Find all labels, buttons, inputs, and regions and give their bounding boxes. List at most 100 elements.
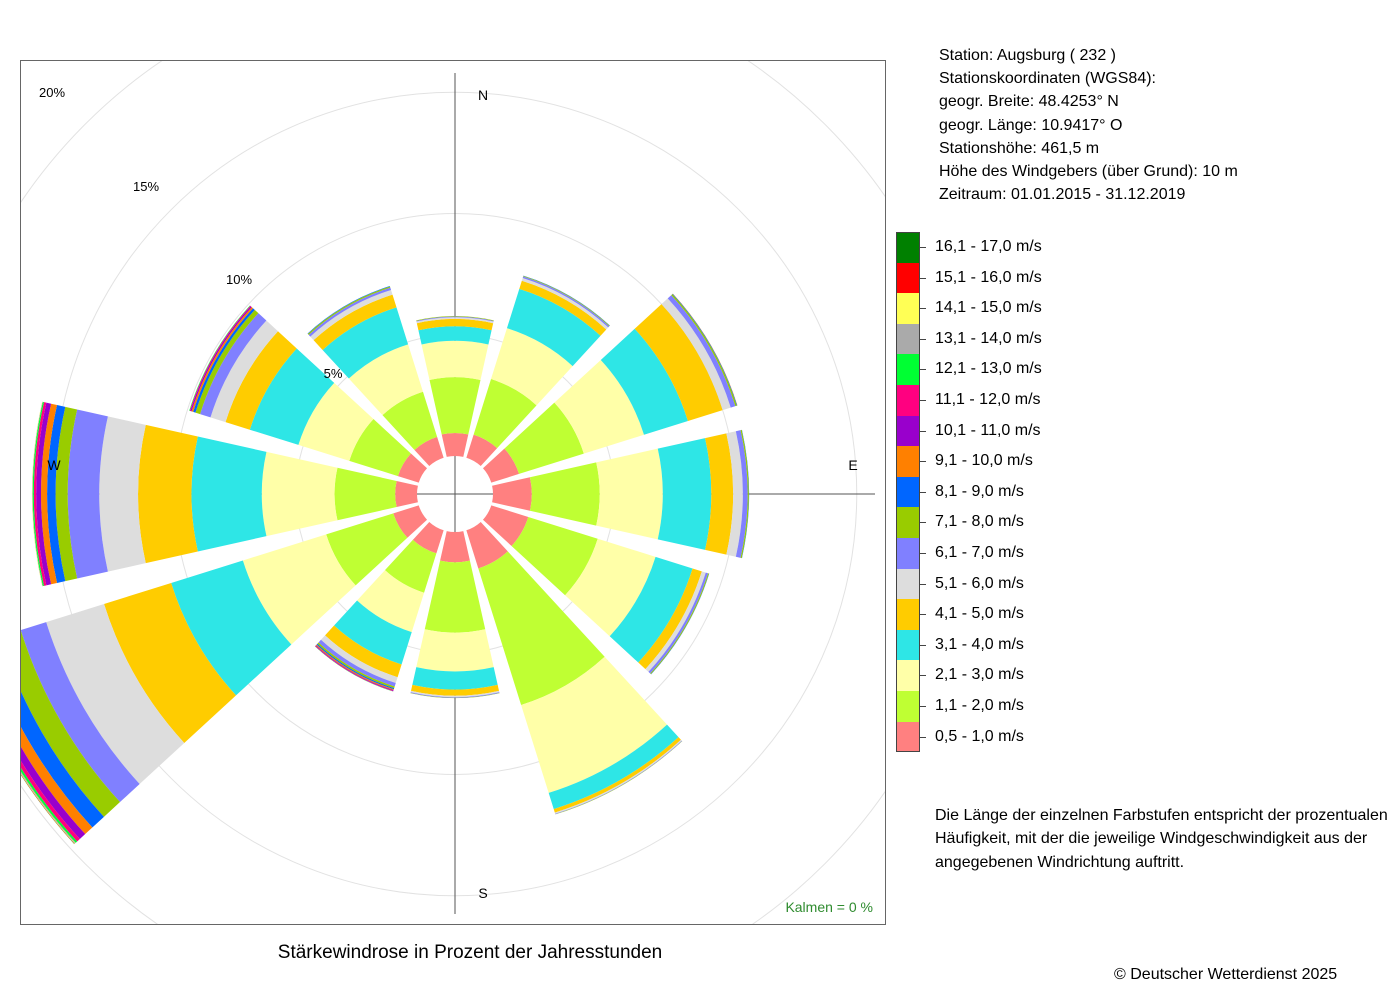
petal-210-class-4 <box>325 625 402 678</box>
petal-270-class-14 <box>31 401 43 587</box>
petal-240-class-5 <box>46 603 185 784</box>
legend-item: 13,1 - 14,0 m/s <box>896 323 1096 355</box>
petal-210-class-6 <box>318 639 396 687</box>
petal-30-class-1 <box>473 379 537 449</box>
legend-item: 1,1 - 2,0 m/s <box>896 691 1096 722</box>
ring-label-10: 10% <box>226 272 252 287</box>
petal-180-class-3 <box>412 667 498 690</box>
petal-300-class-6 <box>200 313 267 418</box>
legend-label: 9,1 - 10,0 m/s <box>935 452 1033 470</box>
legend-tick <box>920 277 926 279</box>
petal-60-class-3 <box>600 328 688 435</box>
petal-60 <box>482 293 738 483</box>
petal-330-class-2 <box>348 344 423 416</box>
petal-90 <box>492 429 750 559</box>
petal-300-class-0 <box>397 453 428 483</box>
petal-90-class-0 <box>492 477 532 511</box>
note-line-2: Häufigkeit, mit der die jeweilige Windge… <box>935 830 1368 848</box>
legend-label: 8,1 - 9,0 m/s <box>935 482 1024 500</box>
petal-150-class-2 <box>521 656 668 793</box>
petal-300-class-5 <box>210 320 278 423</box>
petal-0-class-1 <box>429 377 481 435</box>
legend-label: 7,1 - 8,0 m/s <box>935 513 1024 531</box>
petal-60-class-4 <box>634 304 723 421</box>
petal-120-class-1 <box>511 516 598 596</box>
petal-90-class-1 <box>529 462 600 526</box>
petal-240-class-4 <box>104 582 237 743</box>
petal-150-class-4 <box>553 737 681 813</box>
petal-210-class-1 <box>384 539 437 593</box>
legend-tick <box>920 461 926 463</box>
sensor-height: Höhe des Windgebers (über Grund): 10 m <box>939 163 1238 181</box>
petal-60-class-5 <box>661 298 731 411</box>
petal-270-class-9 <box>41 403 58 585</box>
petal-30-class-0 <box>466 434 498 467</box>
legend-item: 11,1 - 12,0 m/s <box>896 385 1096 416</box>
petal-180-class-6 <box>410 692 500 698</box>
label-east: E <box>848 457 857 473</box>
legend-label: 12,1 - 13,0 m/s <box>935 360 1042 378</box>
legend-label: 14,1 - 15,0 m/s <box>935 299 1042 317</box>
petal-0-class-5 <box>416 317 494 324</box>
legend-item: 15,1 - 16,0 m/s <box>896 262 1096 294</box>
legend-item: 16,1 - 17,0 m/s <box>896 232 1096 263</box>
time-period: Zeitraum: 01.01.2015 - 31.12.2019 <box>939 186 1186 204</box>
petal-270-class-4 <box>138 424 198 564</box>
legend-item: 5,1 - 6,0 m/s <box>896 568 1096 600</box>
petal-30-class-4 <box>519 280 607 336</box>
petal-150-class-1 <box>478 551 605 705</box>
petal-270-class-3 <box>191 436 267 552</box>
petal-120-class-2 <box>565 538 656 637</box>
petal-270-class-13 <box>32 401 43 587</box>
petal-30-class-5 <box>521 277 609 330</box>
copyright: © Deutscher Wetterdienst 2025 <box>1114 966 1338 983</box>
petal-30 <box>466 275 610 467</box>
legend-tick <box>920 736 926 738</box>
petal-300-class-4 <box>225 331 297 430</box>
petal-240-class-6 <box>21 622 140 803</box>
petal-60-class-6 <box>667 295 736 408</box>
station-longitude: geogr. Länge: 10.9417° O <box>939 116 1123 134</box>
petal-300 <box>189 305 428 483</box>
petal-270-class-2 <box>261 451 338 537</box>
petal-30-class-3 <box>506 288 601 367</box>
petal-210-class-3 <box>334 600 412 665</box>
legend-item: 6,1 - 7,0 m/s <box>896 538 1096 569</box>
legend-item: 7,1 - 8,0 m/s <box>896 507 1096 538</box>
petal-240-class-0 <box>393 505 428 538</box>
petal-180-class-0 <box>440 531 470 563</box>
petal-270-class-11 <box>33 402 47 586</box>
petal-270 <box>31 401 418 587</box>
petal-90-class-3 <box>657 438 712 550</box>
legend-label: 1,1 - 2,0 m/s <box>935 697 1024 714</box>
petal-180-class-7 <box>410 692 500 699</box>
petal-120-class-0 <box>482 505 529 546</box>
legend-tick <box>920 583 926 585</box>
petal-330-class-1 <box>382 391 438 450</box>
petal-90-class-6 <box>735 430 748 558</box>
legend-label: 6,1 - 7,0 m/s <box>935 544 1024 561</box>
petal-0-class-2 <box>421 340 489 381</box>
legend-item: 3,1 - 4,0 m/s <box>896 629 1096 661</box>
petal-240-class-1 <box>326 513 408 586</box>
petal-120-class-4 <box>638 568 702 670</box>
wind-rose-chart: N E S W 5% 10% 15% 20% <box>21 61 885 924</box>
petal-240-class-2 <box>242 534 356 645</box>
petal-90-class-8 <box>741 429 750 559</box>
legend-tick <box>920 706 926 707</box>
legend-item: 14,1 - 15,0 m/s <box>896 293 1096 324</box>
petal-240-class-12 <box>21 768 78 843</box>
petal-270-class-0 <box>395 480 418 508</box>
chart-labels: N E S W 5% 10% 15% 20% <box>39 85 858 901</box>
petal-0-class-6 <box>416 316 494 322</box>
petal-330 <box>307 286 444 467</box>
legend-border <box>896 232 920 752</box>
legend-tick <box>920 400 926 401</box>
legend-tick <box>920 675 926 677</box>
petal-0-class-4 <box>416 318 494 331</box>
petal-150-class-0 <box>466 521 508 569</box>
petal-0 <box>416 316 494 457</box>
petal-60-class-0 <box>482 448 520 483</box>
chart-title: Stärkewindrose in Prozent der Jahresstun… <box>277 942 663 963</box>
petal-30-class-2 <box>491 328 573 406</box>
